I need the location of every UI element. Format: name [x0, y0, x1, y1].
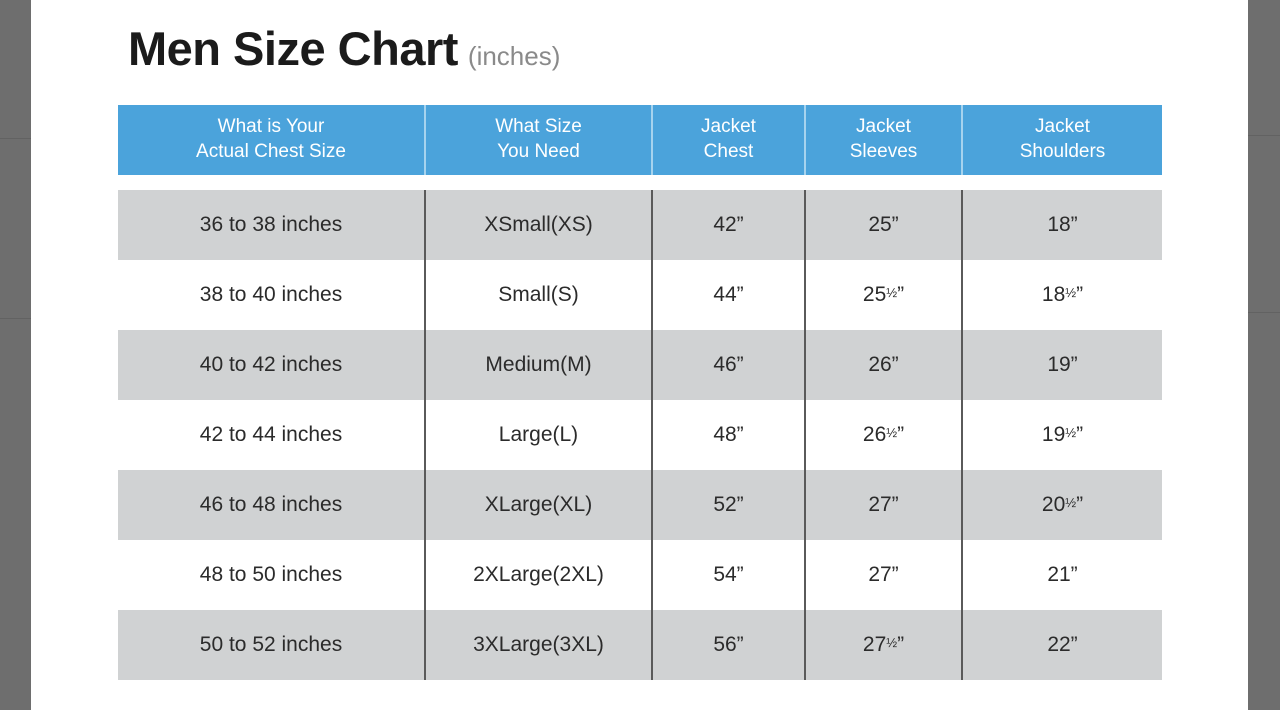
cell-size-name: Large(L) [425, 400, 653, 470]
cell-jacket-chest: 54” [652, 540, 806, 610]
cell-jacket-shoulders: 19” [962, 330, 1162, 400]
cell-jacket-chest: 48” [652, 400, 806, 470]
page-title: Men Size Chart (inches) [128, 21, 560, 76]
column-header-size-name: What Size You Need [425, 105, 653, 175]
table-row: 40 to 42 inches Medium(M) 46” 26” 19” [118, 330, 1162, 400]
header-line-1: Jacket [856, 116, 911, 138]
half-fraction-glyph: ½ [886, 285, 898, 301]
value-glyph: 7 [874, 633, 887, 656]
cell-jacket-shoulders: 20½” [962, 470, 1162, 540]
column-header-jacket-chest: Jacket Chest [652, 105, 806, 175]
page-title-unit: (inches) [467, 41, 561, 71]
value-glyph: 2 [862, 423, 875, 446]
column-header-jacket-shoulders: Jacket Shoulders [962, 105, 1162, 175]
half-fraction-glyph: ½ [1065, 495, 1077, 511]
cell-jacket-chest: 46” [652, 330, 806, 400]
cell-chest-range: 38 to 40 inches [118, 260, 426, 330]
cell-jacket-sleeves: 27” [805, 470, 963, 540]
cell-jacket-shoulders: 18” [962, 190, 1162, 260]
inch-mark-glyph: ” [897, 283, 905, 306]
table-row: 38 to 40 inches Small(S) 44” 25½” 18½” [118, 260, 1162, 330]
cell-jacket-sleeves: 27½” [805, 610, 963, 680]
header-line-2: Actual Chest Size [196, 141, 346, 162]
half-fraction-glyph: ½ [1065, 425, 1077, 441]
letterbox-bar-right [1248, 0, 1280, 710]
cell-jacket-sleeves: 25” [805, 190, 963, 260]
cell-jacket-chest: 52” [652, 470, 806, 540]
value-glyph: 1 [1041, 423, 1054, 446]
cell-chest-range: 48 to 50 inches [118, 540, 426, 610]
page-title-text: Men Size Chart [128, 22, 458, 75]
cell-jacket-sleeves: 25½” [805, 260, 963, 330]
size-chart-table: What is Your Actual Chest Size What Size… [118, 105, 1162, 680]
table-body: 36 to 38 inches XSmall(XS) 42” 25” 18” 38 to … [118, 175, 1162, 680]
letterbox-seam [0, 318, 31, 319]
cell-jacket-shoulders: 19½” [962, 400, 1162, 470]
value-glyph: 1 [1041, 283, 1054, 306]
header-line-2: Shoulders [1019, 141, 1106, 162]
header-line-1: Jacket [701, 116, 756, 138]
cell-size-name: XSmall(XS) [425, 190, 653, 260]
cell-size-name: Small(S) [425, 260, 653, 330]
value-glyph: 6 [874, 423, 887, 446]
header-line-1: What is Your [217, 116, 325, 138]
cell-jacket-chest: 42” [652, 190, 806, 260]
cell-chest-range: 36 to 38 inches [118, 190, 426, 260]
table-row: 48 to 50 inches 2XLarge(2XL) 54” 27” 21” [118, 540, 1162, 610]
letterbox-seam [1248, 135, 1280, 136]
value-glyph: 2 [1041, 493, 1054, 516]
cell-jacket-sleeves: 26” [805, 330, 963, 400]
cell-size-name: 3XLarge(3XL) [425, 610, 653, 680]
cell-jacket-chest: 44” [652, 260, 806, 330]
header-body-gap [118, 175, 1162, 190]
value-glyph: 5 [874, 283, 887, 306]
inch-mark-glyph: ” [1076, 423, 1084, 446]
cell-size-name: Medium(M) [425, 330, 653, 400]
letterbox-seam [1248, 312, 1280, 313]
cell-jacket-chest: 56” [652, 610, 806, 680]
header-line-1: Jacket [1035, 116, 1090, 138]
cell-jacket-shoulders: 18½” [962, 260, 1162, 330]
inch-mark-glyph: ” [897, 633, 905, 656]
cell-size-name: XLarge(XL) [425, 470, 653, 540]
inch-mark-glyph: ” [897, 423, 905, 446]
column-header-chest-range: What is Your Actual Chest Size [118, 105, 426, 175]
half-fraction-glyph: ½ [886, 635, 898, 651]
letterbox-seam [0, 138, 31, 139]
half-fraction-glyph: ½ [886, 425, 898, 441]
table-row: 46 to 48 inches XLarge(XL) 52” 27” 20½” [118, 470, 1162, 540]
header-row: What is Your Actual Chest Size What Size… [118, 105, 1162, 175]
value-glyph: 9 [1053, 423, 1066, 446]
column-header-jacket-sleeves: Jacket Sleeves [805, 105, 963, 175]
cell-chest-range: 50 to 52 inches [118, 610, 426, 680]
header-body-gap-cell [118, 175, 1162, 190]
cell-chest-range: 42 to 44 inches [118, 400, 426, 470]
inch-mark-glyph: ” [1076, 493, 1084, 516]
cell-jacket-sleeves: 26½” [805, 400, 963, 470]
header-line-2: Sleeves [849, 141, 918, 162]
header-line-1: What Size [495, 116, 582, 138]
header-line-2: Chest [703, 141, 754, 162]
cell-chest-range: 46 to 48 inches [118, 470, 426, 540]
value-glyph: 0 [1053, 493, 1066, 516]
header-line-2: You Need [497, 141, 580, 162]
inch-mark-glyph: ” [1076, 283, 1084, 306]
letterbox-bar-left [0, 0, 31, 710]
cell-jacket-shoulders: 22” [962, 610, 1162, 680]
cell-jacket-sleeves: 27” [805, 540, 963, 610]
table-header: What is Your Actual Chest Size What Size… [118, 105, 1162, 175]
half-fraction-glyph: ½ [1065, 285, 1077, 301]
table-row: 36 to 38 inches XSmall(XS) 42” 25” 18” [118, 190, 1162, 260]
value-glyph: 2 [862, 633, 875, 656]
table-row: 42 to 44 inches Large(L) 48” 26½” 19½” [118, 400, 1162, 470]
cell-chest-range: 40 to 42 inches [118, 330, 426, 400]
table-row: 50 to 52 inches 3XLarge(3XL) 56” 27½” 22” [118, 610, 1162, 680]
cell-size-name: 2XLarge(2XL) [425, 540, 653, 610]
cell-jacket-shoulders: 21” [962, 540, 1162, 610]
value-glyph: 8 [1053, 283, 1066, 306]
value-glyph: 2 [862, 283, 875, 306]
